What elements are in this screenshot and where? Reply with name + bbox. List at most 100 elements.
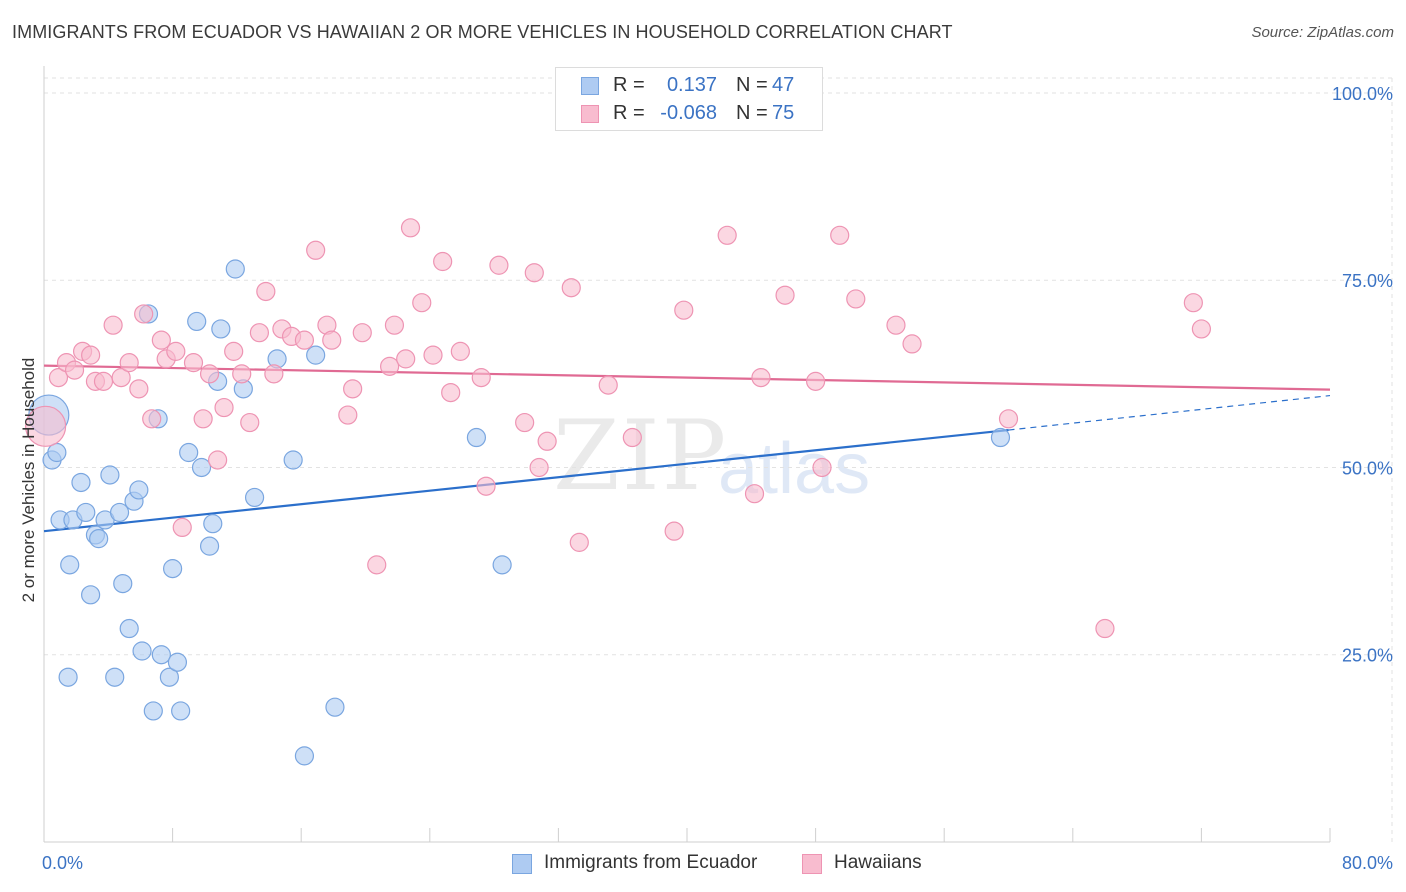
point-ecuador [244,487,265,508]
y-axis-title: 2 or more Vehicles in Household [19,358,38,603]
point-hawaiian [598,375,618,395]
legend-swatch-blue [512,854,532,874]
point-hawaiian [998,409,1019,429]
chart-title: IMMIGRANTS FROM ECUADOR VS HAWAIIAN 2 OR… [12,22,953,42]
point-hawaiian [151,330,171,350]
point-ecuador [325,697,345,717]
point-hawaiian [25,405,67,447]
point-ecuador [76,502,96,523]
trend-line-extension [1008,394,1331,431]
trend-lines [43,364,1331,533]
point-hawaiian [352,323,372,343]
point-hawaiian [489,255,509,275]
point-hawaiian [441,382,461,403]
point-hawaiian [232,364,252,384]
point-hawaiian [412,293,432,313]
point-hawaiian [524,263,544,283]
point-hawaiian [214,397,234,418]
point-hawaiian [717,225,737,245]
point-ecuador [191,457,212,478]
point-hawaiian [384,315,405,335]
point-ecuador [100,465,120,485]
point-hawaiian [846,289,866,309]
point-hawaiian [322,330,342,350]
axes [43,66,1331,843]
point-hawaiian [256,281,276,302]
tick-labels: 25.0% 50.0% 75.0% 100.0% 0.0% 80.0% 2 or more … [19,84,1393,873]
point-hawaiian [142,409,162,429]
point-hawaiian [423,345,443,365]
point-ecuador [163,559,183,579]
y-tick-label: 50.0% [1342,458,1393,478]
r-value: 0.137 [666,74,717,96]
point-hawaiian [64,360,85,380]
point-hawaiian [343,379,363,399]
point-ecuador [81,585,101,605]
y-tick-label: 75.0% [1342,271,1393,291]
watermark-zip: ZIP [553,400,729,512]
source-label: Source: ZipAtlas.com [1251,24,1394,41]
point-hawaiian [172,517,192,538]
point-hawaiian [294,330,315,350]
point-ecuador [113,573,133,594]
point-hawaiian [664,521,684,541]
point-ecuador [119,618,139,639]
point-hawaiian [805,371,826,391]
n-value: 75 [772,102,795,124]
point-hawaiian [902,334,922,354]
trend-line-hawaiians [43,364,1331,391]
point-hawaiian [224,341,244,361]
y-tick-label: 100.0% [1332,84,1393,104]
point-hawaiian [561,278,581,298]
point-ecuador [179,442,199,463]
point-ecuador [129,480,149,500]
point-hawaiian [103,315,123,335]
point-hawaiian [1191,319,1212,339]
point-ecuador [151,645,171,665]
point-ecuador [60,555,80,575]
point-ecuador [143,701,163,721]
point-hawaiian [622,427,642,448]
x-tick-label: 0.0% [42,853,83,873]
point-ecuador [492,555,512,575]
point-hawaiian [775,285,795,305]
point-ecuador [58,667,78,687]
n-label: N = [736,74,768,96]
point-ecuador [132,641,152,661]
point-hawaiian [166,341,186,361]
legend-swatch-pink [802,854,822,874]
trend-line-ecuador [43,428,1009,533]
point-hawaiian [396,349,416,369]
stats-swatch-blue [581,77,599,95]
point-hawaiian [400,218,421,238]
point-ecuador [306,345,326,365]
point-hawaiian [367,555,387,575]
point-hawaiian [812,457,832,478]
point-ecuador [159,667,179,687]
stats-row-ecuador: R = 0.137 N = 47 [556,73,822,99]
watermark-atlas: atlas [718,429,871,509]
point-hawaiian [119,353,139,373]
point-hawaiian [471,368,491,388]
point-ecuador [105,667,125,687]
point-hawaiian [93,371,114,391]
point-ecuador [71,472,91,493]
point-hawaiian [306,240,326,260]
point-ecuador [187,311,207,332]
stats-box: R = 0.137 N = 47 R = -0.068 N = 75 [555,67,823,131]
point-hawaiian [830,225,850,245]
point-ecuador [466,427,487,448]
point-hawaiian [450,341,470,361]
point-hawaiian [1183,293,1203,313]
n-label: N = [736,102,768,124]
point-ecuador [171,701,191,721]
r-label: R = [613,74,645,96]
point-hawaiian [264,364,284,384]
point-ecuador [283,450,303,470]
point-hawaiian [433,251,453,272]
point-ecuador [203,514,223,534]
point-hawaiian [183,353,204,373]
point-ecuador [109,502,130,523]
point-hawaiian [886,315,906,335]
stats-row-hawaiians: R = -0.068 N = 75 [556,101,822,127]
